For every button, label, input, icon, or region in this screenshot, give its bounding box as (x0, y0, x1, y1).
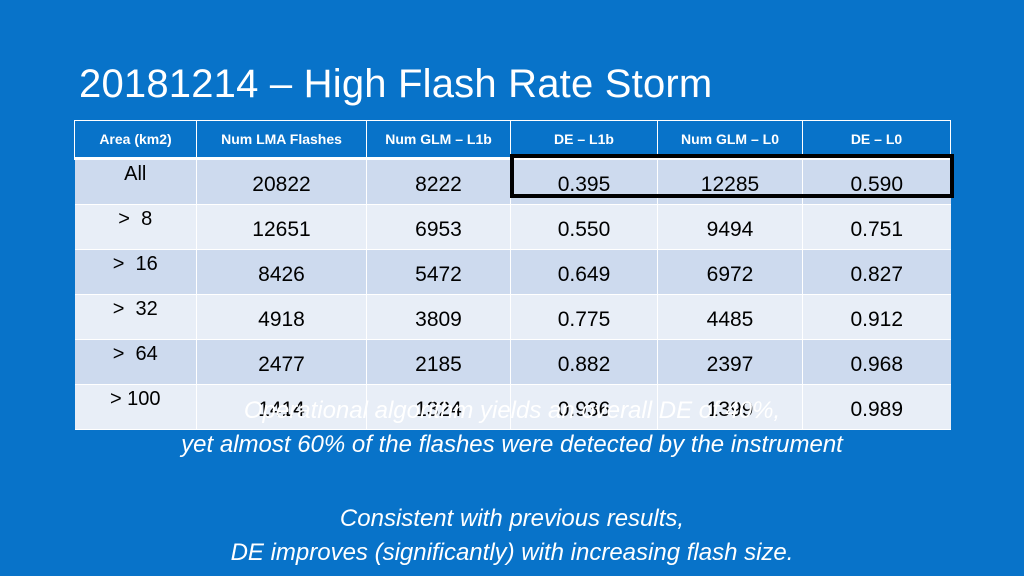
caption-line: yet almost 60% of the flashes were detec… (181, 431, 843, 458)
num-lma-flashes-cell: 12651 (196, 204, 367, 250)
num-glm-l1b-cell: 6953 (366, 204, 511, 250)
caption-overall-de: Operational algorithm yields an overall … (0, 394, 1024, 462)
table-header-row: Area (km2) Num LMA Flashes Num GLM – L1b… (74, 120, 951, 160)
header-num-glm-l0: Num GLM – L0 (657, 120, 803, 160)
area-cell: > 8 (74, 204, 197, 250)
de-l1b-cell: 0.775 (510, 294, 658, 340)
num-lma-flashes-cell: 20822 (196, 158, 367, 205)
de-l1b-cell: 0.395 (510, 158, 658, 205)
de-l0-cell: 0.827 (802, 249, 951, 295)
num-glm-l1b-cell: 1324 (366, 384, 511, 430)
header-num-lma-flashes: Num LMA Flashes (196, 120, 367, 160)
num-glm-l1b-cell: 3809 (366, 294, 511, 340)
num-glm-l0-cell: 6972 (657, 249, 803, 295)
num-glm-l0-cell: 2397 (657, 339, 803, 385)
area-cell: > 16 (74, 249, 197, 295)
table-row: > 100 1414 1324 0.936 1399 0.989 (74, 384, 951, 430)
num-glm-l0-cell: 4485 (657, 294, 803, 340)
header-area: Area (km2) (74, 120, 197, 160)
num-glm-l1b-cell: 8222 (366, 158, 511, 205)
header-num-glm-l1b: Num GLM – L1b (366, 120, 511, 160)
num-glm-l0-cell: 9494 (657, 204, 803, 250)
de-l0-cell: 0.751 (802, 204, 951, 250)
detection-efficiency-table: Area (km2) Num LMA Flashes Num GLM – L1b… (74, 120, 951, 430)
area-cell: All (74, 158, 197, 205)
header-de-l1b: DE – L1b (510, 120, 658, 160)
num-lma-flashes-cell: 2477 (196, 339, 367, 385)
caption-line: DE improves (significantly) with increas… (230, 539, 794, 566)
table-row: > 32 4918 3809 0.775 4485 0.912 (74, 294, 951, 340)
de-l0-cell: 0.590 (802, 158, 951, 205)
area-cell: > 32 (74, 294, 197, 340)
de-l1b-cell: 0.649 (510, 249, 658, 295)
de-l0-cell: 0.912 (802, 294, 951, 340)
num-glm-l0-cell: 12285 (657, 158, 803, 205)
area-cell: > 100 (74, 384, 197, 430)
caption-line: Operational algorithm yields an overall … (243, 397, 781, 424)
num-glm-l1b-cell: 5472 (366, 249, 511, 295)
de-l1b-cell: 0.550 (510, 204, 658, 250)
table-row: > 64 2477 2185 0.882 2397 0.968 (74, 339, 951, 385)
num-glm-l0-cell: 1399 (657, 384, 803, 430)
caption-line: Consistent with previous results, (339, 505, 685, 532)
de-l0-cell: 0.989 (802, 384, 951, 430)
table-row: All 20822 8222 0.395 12285 0.590 (74, 158, 951, 205)
caption-consistency: Consistent with previous results, DE imp… (0, 502, 1024, 570)
num-lma-flashes-cell: 4918 (196, 294, 367, 340)
header-de-l0: DE – L0 (802, 120, 951, 160)
num-glm-l1b-cell: 2185 (366, 339, 511, 385)
num-lma-flashes-cell: 8426 (196, 249, 367, 295)
num-lma-flashes-cell: 1414 (196, 384, 367, 430)
de-l0-cell: 0.968 (802, 339, 951, 385)
de-l1b-cell: 0.936 (510, 384, 658, 430)
table-row: > 16 8426 5472 0.649 6972 0.827 (74, 249, 951, 295)
table-row: > 8 12651 6953 0.550 9494 0.751 (74, 204, 951, 250)
area-cell: > 64 (74, 339, 197, 385)
slide-title: 20181214 – High Flash Rate Storm (79, 62, 713, 106)
de-l1b-cell: 0.882 (510, 339, 658, 385)
